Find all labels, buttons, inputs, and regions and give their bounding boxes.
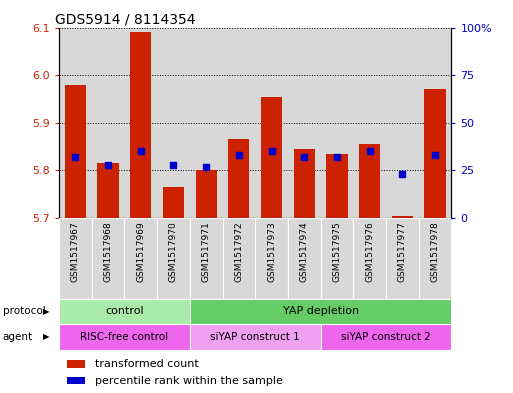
Point <box>398 171 406 177</box>
Point <box>300 154 308 160</box>
Bar <box>386 218 419 299</box>
Bar <box>321 218 353 299</box>
Bar <box>419 28 451 218</box>
Text: siYAP construct 1: siYAP construct 1 <box>210 332 300 342</box>
Text: RISC-free control: RISC-free control <box>81 332 168 342</box>
Bar <box>223 218 255 299</box>
Bar <box>157 218 190 299</box>
Text: GSM1517975: GSM1517975 <box>332 221 342 282</box>
Bar <box>195 171 217 218</box>
Bar <box>59 218 92 299</box>
Bar <box>386 28 419 218</box>
Point <box>267 148 275 154</box>
Bar <box>124 28 157 218</box>
Bar <box>419 218 451 299</box>
Text: GSM1517976: GSM1517976 <box>365 221 374 282</box>
Bar <box>92 218 125 299</box>
Text: transformed count: transformed count <box>95 359 199 369</box>
Text: GSM1517977: GSM1517977 <box>398 221 407 282</box>
Bar <box>255 218 288 299</box>
Bar <box>255 28 288 218</box>
Point <box>431 152 439 158</box>
Bar <box>392 216 413 218</box>
Text: GSM1517973: GSM1517973 <box>267 221 276 282</box>
Bar <box>65 85 86 218</box>
Point <box>202 163 210 170</box>
Bar <box>97 163 119 218</box>
Text: ▶: ▶ <box>43 307 49 316</box>
Text: GSM1517972: GSM1517972 <box>234 221 243 282</box>
Text: percentile rank within the sample: percentile rank within the sample <box>95 376 283 386</box>
Text: agent: agent <box>3 332 33 342</box>
Bar <box>359 144 380 218</box>
Bar <box>353 28 386 218</box>
Bar <box>59 299 190 324</box>
Text: GSM1517971: GSM1517971 <box>202 221 211 282</box>
Text: protocol: protocol <box>3 307 45 316</box>
Text: control: control <box>105 307 144 316</box>
Text: GSM1517967: GSM1517967 <box>71 221 80 282</box>
Bar <box>59 324 190 350</box>
Bar <box>424 90 446 218</box>
Bar <box>321 324 451 350</box>
Bar <box>67 377 85 384</box>
Bar <box>353 218 386 299</box>
Bar <box>293 149 315 218</box>
Point <box>366 148 374 154</box>
Bar <box>67 360 85 367</box>
Bar <box>59 28 92 218</box>
Bar <box>157 28 190 218</box>
Bar <box>228 140 249 218</box>
Bar <box>288 218 321 299</box>
Bar <box>190 299 451 324</box>
Text: ▶: ▶ <box>43 332 49 342</box>
Bar <box>326 154 348 218</box>
Point <box>136 148 145 154</box>
Bar <box>124 218 157 299</box>
Text: GSM1517968: GSM1517968 <box>104 221 112 282</box>
Text: GSM1517969: GSM1517969 <box>136 221 145 282</box>
Point <box>169 162 177 168</box>
Point <box>235 152 243 158</box>
Point <box>71 154 80 160</box>
Bar <box>190 218 223 299</box>
Bar <box>321 28 353 218</box>
Bar <box>261 97 282 218</box>
Bar <box>92 28 124 218</box>
Point <box>104 162 112 168</box>
Text: GSM1517970: GSM1517970 <box>169 221 178 282</box>
Text: GSM1517974: GSM1517974 <box>300 221 309 282</box>
Bar <box>223 28 255 218</box>
Point <box>333 154 341 160</box>
Text: siYAP construct 2: siYAP construct 2 <box>341 332 431 342</box>
Text: YAP depletion: YAP depletion <box>283 307 359 316</box>
Text: GDS5914 / 8114354: GDS5914 / 8114354 <box>55 12 195 26</box>
Bar <box>190 324 321 350</box>
Bar <box>130 32 151 218</box>
Text: GSM1517978: GSM1517978 <box>430 221 440 282</box>
Bar <box>288 28 321 218</box>
Bar <box>190 28 223 218</box>
Bar <box>163 187 184 218</box>
